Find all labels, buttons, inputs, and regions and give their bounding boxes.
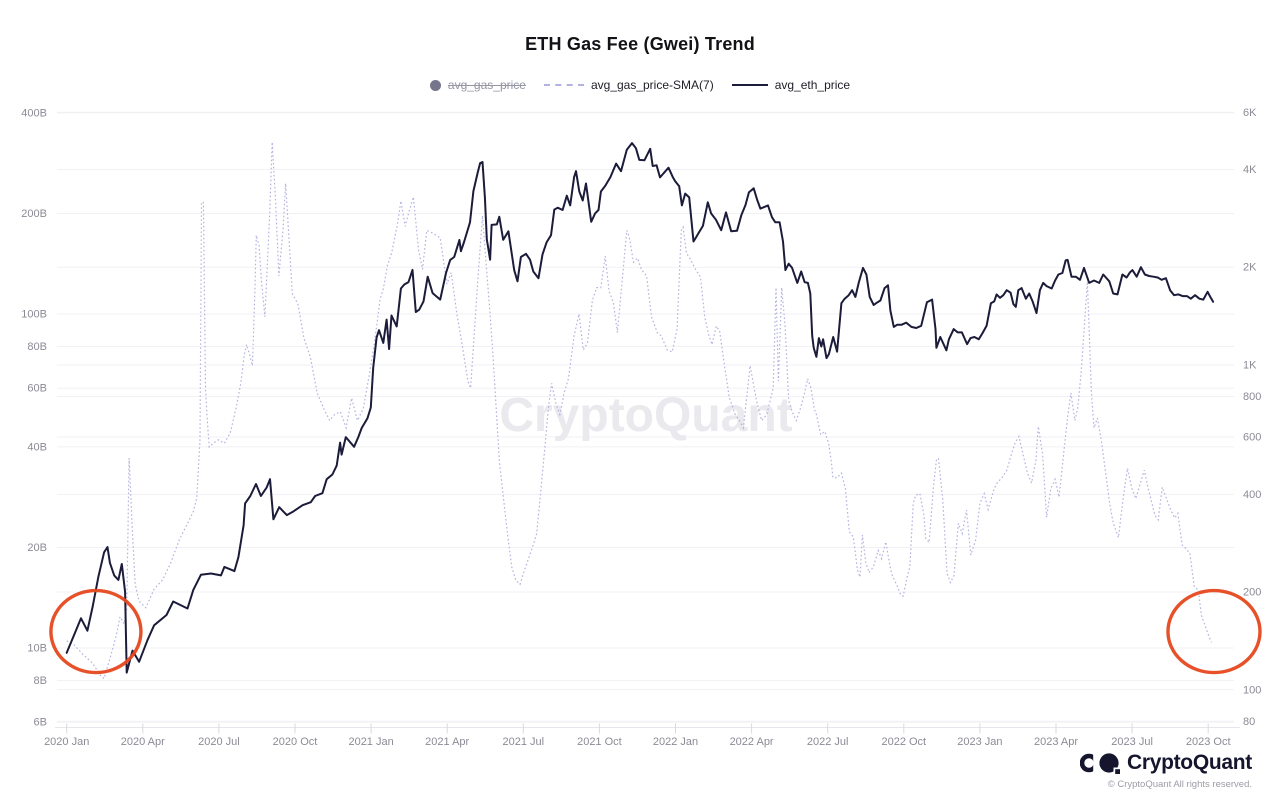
x-axis-tick-label: 2021 Jan: [348, 736, 393, 748]
copyright-text: © CryptoQuant All rights reserved.: [1107, 779, 1252, 790]
legend-label: avg_gas_price: [447, 78, 526, 92]
solid-line-sample-icon: [731, 84, 768, 86]
legend-label: avg_gas_price-SMA(7): [590, 78, 714, 92]
x-axis-tick-label: 2020 Jul: [198, 736, 240, 748]
legend-label: avg_eth_price: [774, 78, 851, 92]
eth-price-line: [65, 142, 1215, 674]
y-axis-right-tick-label: 100: [1243, 684, 1261, 696]
gas-price-sma-line: [66, 142, 1213, 680]
y-axis-right-tick-label: 4K: [1243, 164, 1257, 176]
y-axis-left-tick-label: 400B: [21, 107, 47, 119]
highlight-ellipse: [1166, 588, 1262, 675]
x-axis-tick-label: 2020 Oct: [273, 736, 318, 748]
y-axis-left-tick-label: 80B: [27, 341, 47, 353]
y-axis-left-tick-label: 200B: [21, 208, 47, 220]
y-axis-left-tick-label: 8B: [34, 675, 47, 687]
y-axis-right-tick-label: 6K: [1243, 107, 1257, 119]
x-axis-tick-label: 2022 Jan: [653, 736, 698, 748]
y-axis-right-tick-label: 200: [1243, 587, 1261, 599]
y-axis-right-tick-label: 400: [1243, 489, 1261, 501]
legend-item-avg-eth-price[interactable]: avg_eth_price: [731, 78, 851, 92]
cryptoquant-logo-icon: [1079, 751, 1120, 775]
y-axis-left-tick-label: 20B: [27, 542, 47, 554]
y-axis-left-tick-label: 40B: [27, 441, 47, 453]
x-axis-tick-label: 2023 Apr: [1034, 736, 1078, 748]
y-axis-right-tick-label: 1K: [1243, 360, 1257, 372]
x-axis-tick-label: 2022 Apr: [730, 736, 774, 748]
chart-legend: avg_gas_price avg_gas_price-SMA(7) avg_e…: [0, 78, 1280, 92]
x-axis-tick-label: 2020 Apr: [121, 736, 165, 748]
y-axis-left-tick-label: 100B: [21, 309, 47, 321]
x-axis-tick-label: 2023 Oct: [1186, 736, 1231, 748]
legend-item-avg-gas-price[interactable]: avg_gas_price: [429, 78, 526, 92]
page-title: ETH Gas Fee (Gwei) Trend: [525, 34, 755, 54]
x-axis-tick-label: 2023 Jul: [1111, 736, 1153, 748]
x-axis-tick-label: 2021 Apr: [425, 736, 469, 748]
y-axis-right-tick-label: 80: [1243, 716, 1255, 728]
x-axis-tick-label: 2021 Oct: [577, 736, 622, 748]
y-axis-right-tick-label: 2K: [1243, 262, 1257, 274]
y-axis-left-tick-label: 6B: [34, 717, 47, 729]
highlight-ellipse: [49, 588, 143, 675]
x-axis-tick-label: 2022 Oct: [881, 736, 926, 748]
y-axis-left-tick-label: 60B: [27, 383, 47, 395]
y-axis-left-tick-label: 10B: [27, 643, 47, 655]
legend-item-avg-gas-price-sma[interactable]: avg_gas_price-SMA(7): [543, 78, 714, 92]
x-axis-tick-label: 2023 Jan: [957, 736, 1002, 748]
y-axis-right-tick-label: 800: [1243, 391, 1261, 403]
x-axis-tick-label: 2021 Jul: [503, 736, 545, 748]
dashed-line-sample-icon: [543, 84, 584, 86]
legend-dot-icon: [429, 79, 441, 91]
brand-name: CryptoQuant: [1126, 751, 1252, 774]
x-axis-tick-label: 2020 Jan: [44, 736, 89, 748]
x-axis-tick-label: 2022 Jul: [807, 736, 849, 748]
watermark-text: CryptoQuant: [499, 389, 792, 442]
y-axis-right-tick-label: 600: [1243, 432, 1261, 444]
cryptoquant-logo: CryptoQuant: [1079, 751, 1252, 775]
